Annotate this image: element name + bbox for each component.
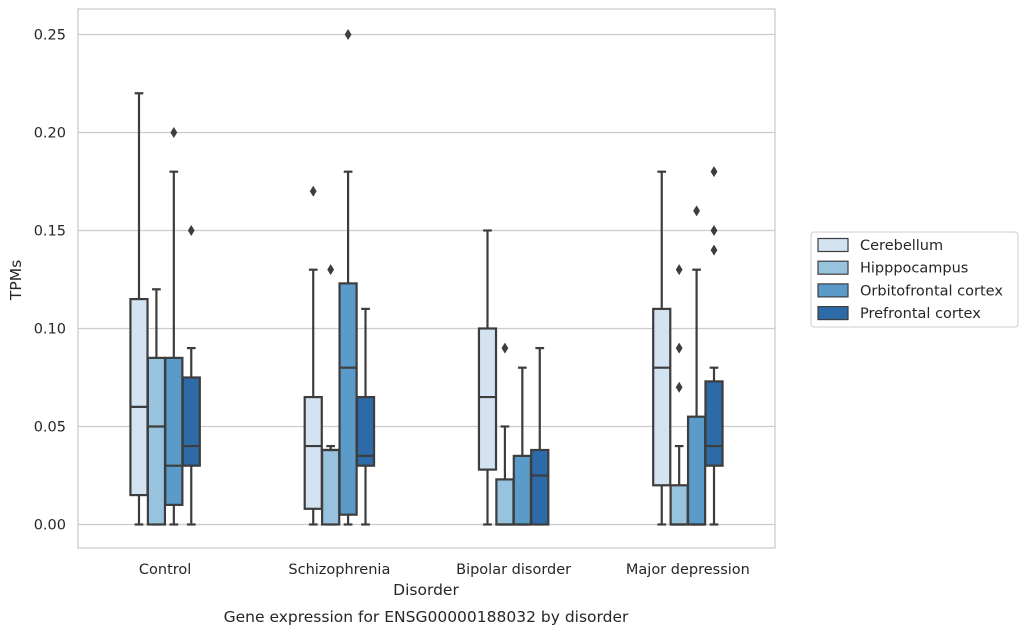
x-tick-label: Major depression: [626, 562, 750, 578]
box: [495, 342, 515, 526]
outlier-point: [309, 185, 317, 197]
outlier-point: [675, 381, 683, 393]
box: [512, 366, 532, 526]
box: [652, 170, 672, 526]
box: [477, 229, 498, 526]
y-tick-label: 0.05: [34, 419, 66, 435]
box-body: [181, 376, 201, 467]
box-body: [477, 327, 498, 471]
legend-label: Prefrontal cortex: [860, 306, 981, 322]
outlier-point: [693, 205, 700, 217]
outlier-point: [327, 264, 335, 276]
y-tick-label: 0.15: [34, 223, 66, 239]
legend-label: Hipppocampus: [860, 261, 968, 277]
box: [181, 224, 201, 526]
box-body: [495, 478, 515, 526]
x-tick-label: Control: [139, 562, 191, 578]
legend-swatch: [817, 237, 849, 253]
outlier-point: [344, 28, 352, 40]
box: [355, 307, 376, 526]
legend: Cerebellum Hipppocampus Orbitofrontal cort…: [810, 231, 1019, 328]
y-tick-labels: 0.00 0.05 0.10 0.15 0.20 0.25: [34, 27, 66, 533]
box: [704, 166, 724, 526]
box: [669, 264, 689, 526]
box: [321, 264, 341, 526]
box-body: [652, 307, 672, 487]
box: [146, 288, 167, 526]
outlier-point: [710, 224, 718, 236]
legend-swatch: [817, 283, 849, 298]
outlier-point: [710, 166, 718, 178]
outlier-point: [187, 224, 195, 236]
box-body: [164, 356, 184, 506]
boxes-layer: [129, 28, 724, 526]
box-body: [686, 415, 707, 526]
outlier-point: [675, 342, 683, 354]
y-axis-title: TPMs: [7, 260, 25, 301]
chart-caption: Gene expression for ENSG00000188032 by d…: [224, 608, 629, 626]
box: [129, 92, 149, 526]
y-tick-label: 0.25: [34, 27, 66, 43]
box-body: [512, 454, 532, 526]
box-body: [321, 448, 341, 526]
box-body: [704, 380, 724, 467]
x-tick-label: Schizophrenia: [288, 562, 390, 578]
legend-swatch: [817, 306, 849, 321]
x-axis-title: Disorder: [393, 581, 459, 599]
outlier-point: [170, 126, 178, 138]
y-tick-label: 0.00: [34, 517, 66, 533]
box: [686, 205, 707, 526]
box-body: [303, 395, 323, 510]
x-tick-label: Bipolar disorder: [456, 562, 571, 578]
box-body: [669, 484, 689, 526]
x-tick-labels: Control Schizophrenia Bipolar disorder Majo…: [139, 562, 750, 578]
box-body: [146, 356, 167, 526]
box-body: [355, 395, 376, 467]
box-body: [530, 448, 550, 526]
box: [303, 185, 323, 526]
legend-swatch: [817, 260, 849, 275]
plot-area-frame: [77, 8, 776, 549]
outlier-point: [710, 244, 718, 256]
box: [164, 126, 184, 526]
legend-label: Cerebellum: [860, 238, 943, 254]
legend-frame: [810, 231, 1019, 328]
y-tick-label: 0.10: [34, 321, 66, 337]
outlier-point: [675, 264, 683, 276]
box: [530, 346, 550, 526]
box-body: [338, 282, 358, 516]
y-tick-label: 0.20: [34, 125, 66, 141]
box-body: [129, 297, 149, 497]
box: [338, 28, 358, 526]
legend-label: Orbitofrontal cortex: [860, 283, 1003, 299]
outlier-point: [501, 342, 509, 354]
